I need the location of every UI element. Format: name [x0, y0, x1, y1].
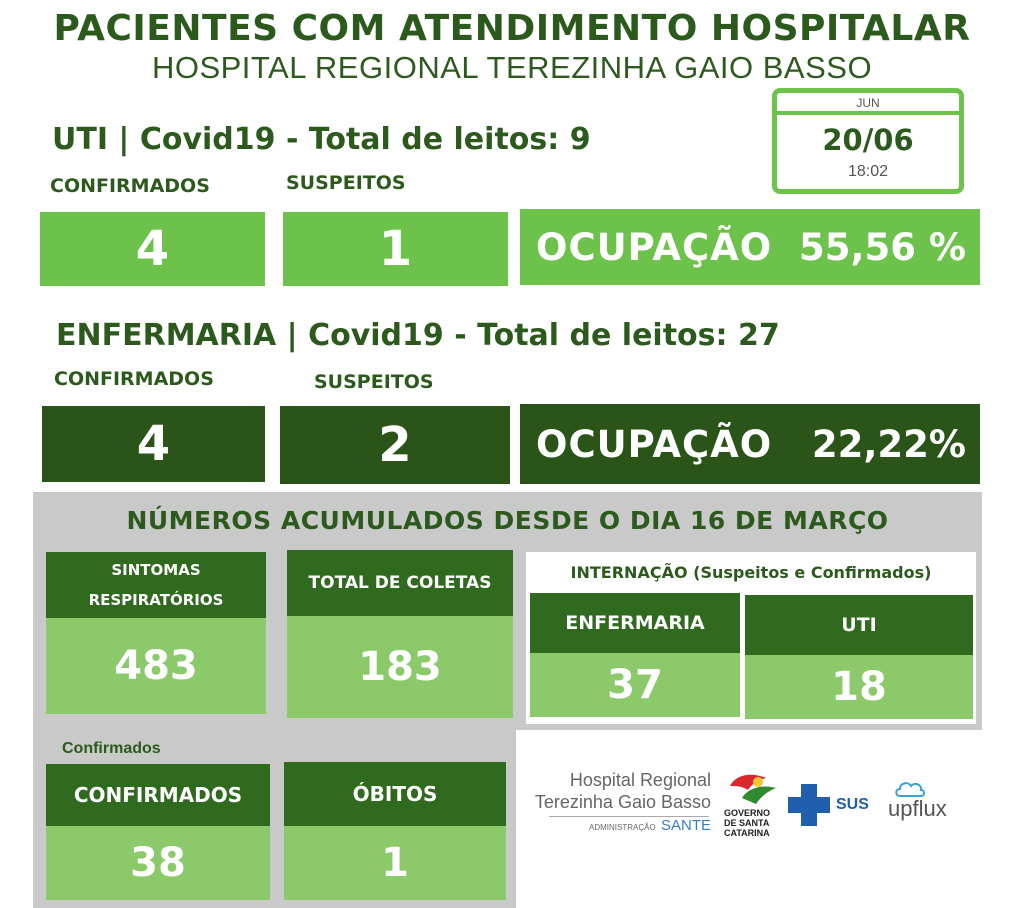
deaths-label: ÓBITOS	[284, 762, 506, 826]
gov-line1: GOVERNO	[724, 808, 771, 818]
uti-confirmed-value: 4	[40, 212, 265, 286]
confirmed-label: CONFIRMADOS	[46, 764, 270, 826]
internment-enf-value: 37	[530, 653, 740, 717]
gov-line2: DE SANTA	[724, 818, 770, 828]
uti-occupation-value: 55,56 %	[799, 225, 966, 269]
enfermaria-occupation-box: OCUPAÇÃO 22,22%	[520, 404, 980, 484]
date-day: 20/06	[822, 123, 914, 157]
date-month: JUN	[777, 93, 959, 115]
sus-text: SUS	[836, 796, 869, 813]
page-title: PACIENTES COM ATENDIMENTO HOSPITALAR	[53, 8, 971, 49]
symptoms-label-line1: SINTOMAS	[111, 561, 201, 579]
internment-enf-card: ENFERMARIA 37	[530, 593, 740, 717]
collections-card: TOTAL DE COLETAS 183	[287, 550, 513, 718]
deaths-value: 1	[284, 826, 506, 900]
hospital-logo-line1: Hospital Regional	[569, 770, 711, 790]
symptoms-label-line2: RESPIRATÓRIOS	[88, 591, 224, 609]
enfermaria-occupation-label: OCUPAÇÃO	[536, 422, 773, 466]
hospital-logo-sante: SANTE	[661, 817, 712, 834]
uti-suspected-value: 1	[283, 212, 508, 286]
upflux-logo: upflux	[888, 778, 968, 828]
symptoms-header: SINTOMAS RESPIRATÓRIOS	[46, 552, 266, 618]
date-time: 18:02	[847, 163, 889, 180]
internment-title: INTERNAÇÃO (Suspeitos e Confirmados)	[570, 563, 932, 582]
enfermaria-occupation-value: 22,22%	[811, 422, 966, 466]
page-subtitle: HOSPITAL REGIONAL TEREZINHA GAIO BASSO	[151, 50, 873, 85]
hospital-logo: Hospital Regional Terezinha Gaio Basso A…	[535, 770, 715, 840]
deaths-card: ÓBITOS 1	[284, 762, 506, 900]
hospital-logo-admin: ADMINISTRAÇÃO	[589, 823, 656, 832]
confirmed-section-title: Confirmados	[62, 740, 161, 757]
cloud-icon	[895, 782, 925, 797]
uti-occupation-box: OCUPAÇÃO 55,56 %	[520, 209, 980, 285]
gov-line3: CATARINA	[724, 828, 770, 838]
enfermaria-suspected-value: 2	[280, 406, 510, 484]
enfermaria-suspected-label: SUSPEITOS	[314, 371, 434, 393]
gov-sc-logo: GOVERNO DE SANTA CATARINA	[722, 768, 782, 840]
date-box: JUN 20/06 18:02	[772, 88, 964, 194]
sus-logo: SUS	[786, 782, 876, 832]
enfermaria-section-title: ENFERMARIA | Covid19 - Total de leitos: …	[56, 318, 780, 353]
uti-confirmed-label: CONFIRMADOS	[50, 175, 210, 197]
symptoms-card: SINTOMAS RESPIRATÓRIOS 483	[46, 552, 266, 714]
uti-section-title: UTI | Covid19 - Total de leitos: 9	[52, 122, 591, 157]
confirmed-value: 38	[46, 826, 270, 900]
enfermaria-confirmed-value: 4	[42, 406, 265, 482]
internment-uti-card: UTI 18	[745, 595, 973, 719]
internment-uti-label: UTI	[745, 595, 973, 655]
collections-value: 183	[287, 616, 513, 718]
upflux-text: upflux	[888, 796, 947, 821]
confirmed-card: CONFIRMADOS 38	[46, 764, 270, 900]
uti-suspected-label: SUSPEITOS	[286, 172, 406, 194]
symptoms-value: 483	[46, 618, 266, 714]
accumulated-title: NÚMEROS ACUMULADOS DESDE O DIA 16 DE MAR…	[126, 506, 889, 535]
hospital-logo-line2: Terezinha Gaio Basso	[534, 792, 711, 812]
collections-label: TOTAL DE COLETAS	[287, 550, 513, 616]
enfermaria-confirmed-label: CONFIRMADOS	[54, 368, 214, 390]
gov-sc-emblem-icon	[730, 774, 776, 804]
internment-uti-value: 18	[745, 655, 973, 719]
sus-cross-icon	[788, 784, 830, 826]
internment-enf-label: ENFERMARIA	[530, 593, 740, 653]
uti-occupation-label: OCUPAÇÃO	[536, 225, 773, 269]
